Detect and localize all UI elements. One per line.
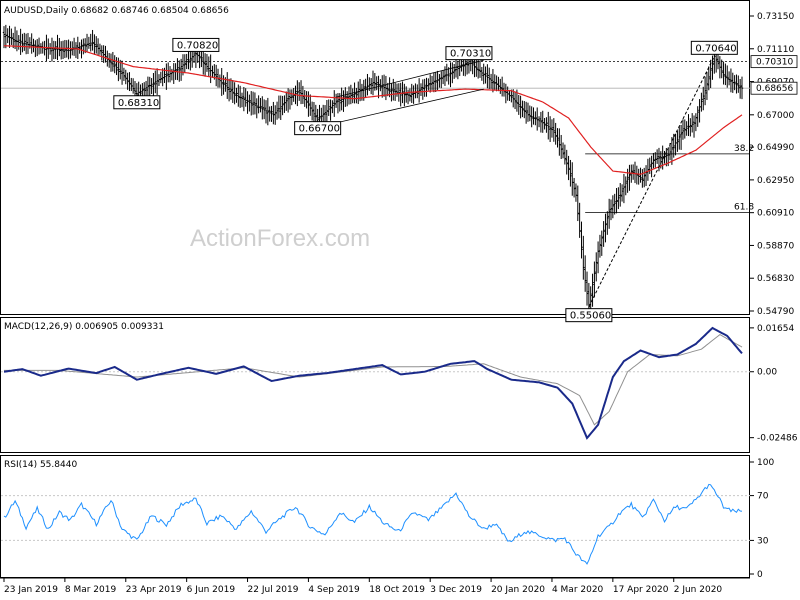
x-tick-label: 8 Mar 2019	[65, 585, 117, 595]
rsi-y-tick-label: 0	[757, 570, 763, 580]
rsi-y-tick-label: 100	[757, 458, 774, 468]
uptrend-dashed-line	[588, 56, 715, 307]
x-tick-label: 18 Oct 2019	[369, 585, 425, 595]
annotation-box	[172, 37, 220, 52]
macd-layer	[1, 326, 750, 440]
macd-title: MACD(12,26,9) 0.006905 0.009331	[4, 322, 164, 332]
x-tick-label: 3 Dec 2019	[430, 585, 482, 595]
price-tag-label: 0.68656	[756, 84, 793, 94]
rsi-layer	[1, 483, 750, 565]
x-tick-label: 4 Mar 2020	[552, 585, 604, 595]
price-chart-title: AUDUSD,Daily 0.68682 0.68746 0.68504 0.6…	[4, 6, 229, 16]
fib-level-label: 38.2	[734, 144, 754, 154]
price-y-tick-label: 0.58870	[757, 241, 794, 251]
x-tick-label: 6 Jun 2019	[187, 585, 236, 595]
overlay-layer: 0.70820 0.68310 0.66700 0.70310 0.70640 0.550…	[3, 37, 743, 323]
price-y-tick-label: 0.73150	[757, 12, 794, 22]
price-y-tick-label: 0.67000	[757, 111, 794, 121]
x-tick-label: 23 Jan 2019	[4, 585, 58, 595]
macd-y-tick-label: 0.00	[757, 368, 777, 378]
annotation-label: 0.70820	[177, 40, 218, 51]
price-y-tick-label: 0.62950	[757, 176, 794, 186]
annotation-box	[565, 308, 613, 323]
x-tick-label: 17 Apr 2020	[613, 585, 669, 595]
macd-signal-line	[4, 334, 743, 426]
price-panel-frame	[0, 0, 750, 315]
price-y-tick-label: 0.71110	[757, 45, 794, 55]
price-tag-box	[750, 55, 798, 69]
macd-y-tick-label: 0.01654	[757, 324, 794, 334]
rsi-y-tick-label: 30	[757, 536, 769, 546]
annotation-box	[294, 121, 342, 136]
x-tick-label: 20 Jan 2020	[491, 585, 545, 595]
annotation-label: 0.70310	[450, 49, 491, 60]
moving-average-line	[3, 45, 743, 175]
axis-layer: 0.731500.711100.690700.670000.649900.629…	[3, 12, 798, 595]
x-tick-label: 4 Sep 2019	[308, 585, 360, 595]
annotation-label: 0.55060	[570, 311, 611, 322]
rsi-y-tick-label: 70	[757, 492, 769, 502]
x-tick-label: 22 Jul 2019	[248, 585, 299, 595]
x-tick-label: 2 Jun 2020	[674, 585, 723, 595]
macd-panel-frame	[0, 317, 750, 453]
channel-upper-line	[336, 59, 484, 98]
channel-lower-line	[336, 88, 484, 124]
annotation-box	[690, 40, 738, 55]
watermark: ActionForex.com	[190, 225, 370, 252]
price-y-tick-label: 0.56830	[757, 274, 794, 284]
price-y-tick-label: 0.54790	[757, 307, 794, 317]
macd-line	[3, 326, 743, 440]
rsi-line	[3, 483, 743, 565]
fib-level-label: 61.8	[734, 203, 754, 213]
x-tick-label: 23 Apr 2019	[126, 585, 182, 595]
annotation-box	[113, 95, 161, 110]
price-y-tick-label: 0.60910	[757, 209, 794, 219]
annotation-label: 0.70640	[695, 43, 736, 54]
annotation-label: 0.66700	[299, 124, 340, 135]
price-y-tick-label: 0.64990	[757, 143, 794, 153]
price-tag-label: 0.70310	[756, 58, 793, 68]
price-tag-box	[750, 81, 798, 95]
annotation-box	[445, 46, 493, 61]
annotation-label: 0.68310	[118, 98, 159, 109]
rsi-title: RSI(14) 55.8440	[4, 460, 77, 470]
macd-y-tick-label: -0.02486	[757, 434, 798, 444]
